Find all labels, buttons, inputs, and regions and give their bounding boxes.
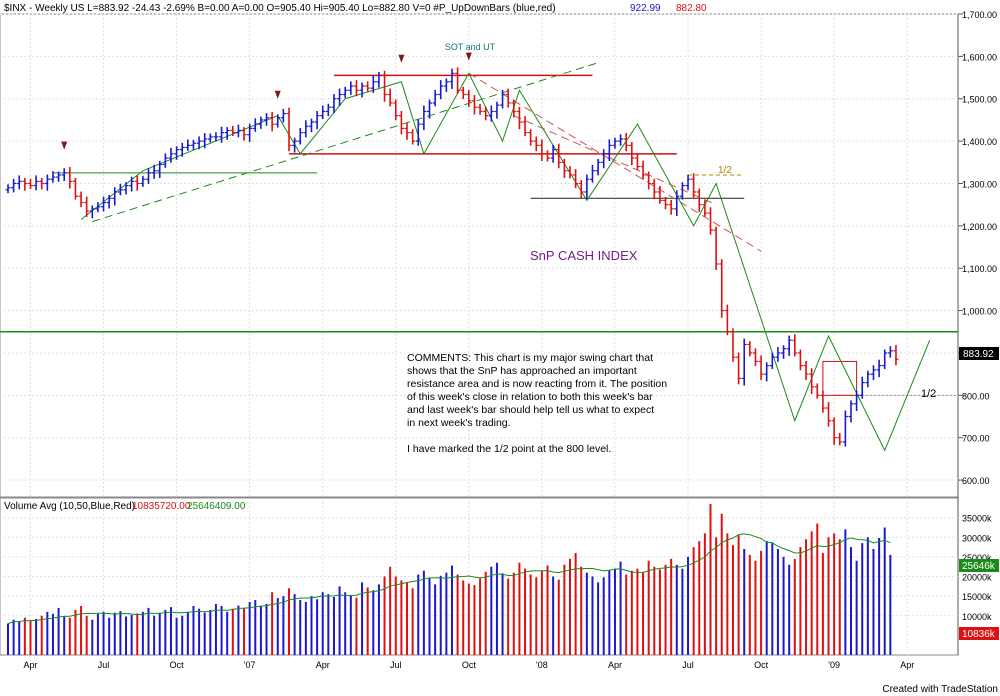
time-tick-label: Oct [462, 660, 477, 670]
symbol-header: $INX - Weekly US L=883.92 -24.43 -2.69% … [4, 3, 556, 14]
price-tick-label: 1,000.00 [962, 307, 997, 317]
price-tick-label: 1,100.00 [962, 264, 997, 274]
time-tick-label: Apr [608, 660, 622, 670]
price-tick-label: 1,500.00 [962, 95, 997, 105]
volume-header-value2: 25646409.00 [187, 501, 246, 512]
price-bars [5, 67, 899, 447]
price-tick-label: 800.00 [962, 391, 990, 401]
comment-line: I have marked the 1/2 point at the 800 l… [407, 443, 611, 455]
footer-credit: Created with TradeStation [882, 684, 998, 695]
volume-tick-label: 15000k [962, 592, 992, 602]
comment-line: shows that the SnP has approached an imp… [407, 365, 637, 377]
arrow-marker-icon [274, 90, 281, 99]
volume-tick-label: 25000k [962, 553, 992, 563]
volume-axis-ticks: 10000k 15000k 20000k 25000k 30000k 35000k [962, 514, 992, 622]
volume-last-badge: 10836k [962, 629, 996, 640]
swing-line [80, 72, 931, 452]
index-title-annotation: SnP CASH INDEX [530, 248, 638, 263]
price-tick-label: 700.00 [962, 434, 990, 444]
price-tick-label: 1,400.00 [962, 137, 997, 147]
last-price-badge: 883.92 [963, 349, 994, 360]
comment-line: COMMENTS: This chart is my major swing c… [407, 352, 653, 364]
comment-line: resistance area and is now reacting from… [407, 378, 667, 390]
arrow-marker-icon [465, 52, 472, 61]
time-tick-label: '09 [828, 660, 840, 670]
trendlines [0, 52, 958, 452]
time-tick-label: Apr [316, 660, 330, 670]
price-tick-label: 1,200.00 [962, 222, 997, 232]
price-grid [0, 13, 958, 497]
comments-block: COMMENTS: This chart is my major swing c… [407, 352, 667, 455]
time-tick-label: Apr [900, 660, 914, 670]
highlight-box [822, 360, 858, 396]
volume-header-label: Volume Avg (10,50,Blue,Red) [4, 501, 135, 512]
time-tick-label: Apr [23, 660, 37, 670]
arrow-marker-icon [61, 141, 68, 150]
time-tick-label: Jul [390, 660, 402, 670]
volume-header-value1: 10835720.00 [132, 501, 191, 512]
time-tick-label: Jul [98, 660, 110, 670]
price-tick-label: 600.00 [962, 476, 990, 486]
volume-average-line [7, 533, 891, 625]
uptrend-dashed-line [92, 62, 599, 223]
volume-tick-label: 30000k [962, 533, 992, 543]
last-price-badge-bg [959, 347, 999, 360]
sot-ut-label: SOT and UT [445, 42, 496, 52]
half-label-top: 1/2 [718, 165, 732, 176]
price-tick-label: 1,300.00 [962, 179, 997, 189]
volume-tick-label: 10000k [962, 612, 992, 622]
price-tick-label: 1,600.00 [962, 52, 997, 62]
comment-line: and last week's bar should help tell us … [407, 404, 654, 416]
time-tick-label: '08 [536, 660, 548, 670]
comment-line: in next week's trading. [407, 417, 511, 429]
header-upper-value: 922.99 [630, 3, 661, 14]
header-lower-value: 882.80 [676, 3, 707, 14]
downtrend-dashed-line [468, 72, 762, 252]
time-tick-label: Oct [170, 660, 185, 670]
half-label-bottom: 1/2 [921, 388, 936, 400]
volume-avg-badge: 25646k [962, 561, 996, 572]
comment-line: of this week's close in relation to both… [407, 391, 653, 403]
volume-last-badge-bg [959, 627, 999, 640]
time-tick-label: '07 [244, 660, 256, 670]
volume-avg-badge-bg [959, 559, 999, 572]
volume-bars [7, 503, 892, 655]
volume-tick-label: 20000k [962, 573, 992, 583]
time-axis-ticks: Apr Jul Oct '07 Apr Jul Oct '08 Apr Jul Oct '09 Apr [23, 660, 914, 670]
price-axis-ticks: 600.00700.00800.00900.001,000.001,100.00… [958, 10, 997, 486]
volume-tick-label: 35000k [962, 514, 992, 524]
time-tick-label: Oct [754, 660, 769, 670]
price-tick-label: 1,700.00 [962, 10, 997, 20]
time-tick-label: Jul [682, 660, 694, 670]
arrow-marker-icon [398, 54, 405, 63]
